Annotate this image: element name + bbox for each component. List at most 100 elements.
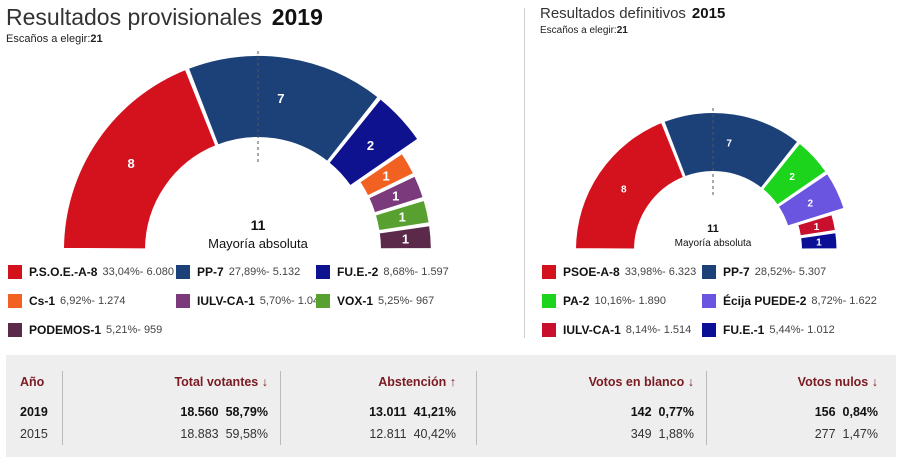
- col-separator: [706, 371, 707, 445]
- legend-item-cija-puede[interactable]: Écija PUEDE- 2 8,72%- 1.622: [702, 294, 877, 308]
- value: 142: [630, 405, 652, 419]
- header-year: Año: [20, 375, 45, 389]
- legend-seats: 1: [248, 294, 255, 308]
- value: 156: [814, 405, 836, 419]
- legend-item-psoe-a[interactable]: PSOE-A- 8 33,98%- 6.323: [542, 265, 696, 279]
- null-votes-2019: 156 0,84%: [815, 405, 878, 419]
- legend-party-name: IULV-CA-: [563, 323, 615, 337]
- legend-party-name: PODEMOS-: [29, 323, 95, 337]
- percent: 1,88%: [658, 427, 694, 441]
- seat-sector-podemos[interactable]: [377, 223, 433, 251]
- legend-stats: 5,44%- 1.012: [769, 324, 835, 336]
- legend-party-name: FU.E.-: [723, 323, 758, 337]
- seat-sector-iulv-ca[interactable]: [795, 212, 838, 238]
- percent: 58,79%: [225, 405, 268, 419]
- percent: 1,47%: [842, 427, 878, 441]
- seat-label-pp: 7: [277, 91, 284, 106]
- header-abstention[interactable]: Abstención ↑: [378, 375, 456, 389]
- legend-swatch: [8, 323, 22, 337]
- legend-item-pa[interactable]: PA- 2 10,16%- 1.890: [542, 294, 666, 308]
- value: 13.011: [369, 405, 407, 419]
- seat-label-fu-e: 2: [367, 138, 374, 153]
- value: 277: [814, 427, 836, 441]
- seat-sector-cs[interactable]: [357, 151, 416, 198]
- seat-sector-psoe-a[interactable]: [573, 120, 686, 251]
- abstention-2019: 13.011 41,21%: [369, 405, 456, 419]
- legend-item-p-s-o-e-a[interactable]: P.S.O.E.-A- 8 33,04%- 6.080: [8, 265, 174, 279]
- legend-stats: 10,16%- 1.890: [594, 295, 667, 307]
- value: 349: [630, 427, 652, 441]
- legend-party-name: Écija PUEDE-: [723, 294, 800, 308]
- legend-seats: 8: [613, 265, 620, 279]
- legend-party-name: Cs-: [29, 294, 49, 308]
- legend-party-name: PP-: [723, 265, 744, 279]
- seat-sector-pa[interactable]: [760, 141, 828, 208]
- header-null-label: Votos nulos: [797, 375, 869, 389]
- legend-swatch: [8, 294, 22, 308]
- seat-label-cs: 1: [382, 169, 389, 184]
- seat-sector-cija-puede[interactable]: [776, 171, 846, 228]
- seat-sector-fu-e[interactable]: [326, 96, 420, 188]
- legend-seats: 1: [757, 323, 765, 337]
- seat-sector-pp[interactable]: [662, 111, 800, 191]
- legend-item-podemos[interactable]: PODEMOS- 1 5,21%- 959: [8, 323, 162, 337]
- legend-item-iulv-ca[interactable]: IULV-CA- 1 8,14%- 1.514: [542, 323, 691, 337]
- total-voters-2015: 18.883 59,58%: [180, 427, 268, 441]
- legend-item-fu-e[interactable]: FU.E.- 1 5,44%- 1.012: [702, 323, 835, 337]
- row-year-2015: 2015: [20, 427, 48, 441]
- legend-stats: 5,70%- 1.049: [259, 295, 326, 307]
- legend-party-name: FU.E.-: [337, 265, 372, 279]
- legend-stats: 28,52%- 5.307: [754, 266, 827, 278]
- sort-arrow-icon: ↑: [449, 375, 456, 389]
- seats-total: 21: [90, 33, 103, 45]
- col-abstention: Abstención ↑ 13.011 41,21% 12.811 40,42%: [296, 355, 456, 457]
- value: 18.883: [180, 427, 219, 441]
- seats-to-elect: Escaños a elegir:21: [540, 25, 628, 36]
- seat-label-pp: 7: [726, 139, 732, 150]
- legend-item-iulv-ca[interactable]: IULV-CA- 1 5,70%- 1.049: [176, 294, 325, 308]
- col-blank-votes: Votos en blanco ↓ 142 0,77% 349 1,88%: [476, 355, 694, 457]
- legend-stats: 8,72%- 1.622: [811, 295, 877, 307]
- legend-item-pp[interactable]: PP- 7 28,52%- 5.307: [702, 265, 826, 279]
- header-null-votes[interactable]: Votos nulos ↓: [798, 375, 878, 389]
- legend-item-vox[interactable]: VOX- 1 5,25%- 967: [316, 294, 434, 308]
- legend-seats: 7: [217, 265, 224, 279]
- legend-stats: 5,25%- 967: [378, 295, 435, 307]
- legend-item-cs[interactable]: Cs- 1 6,92%- 1.274: [8, 294, 125, 308]
- seat-sector-iulv-ca[interactable]: [366, 174, 426, 215]
- legend-seats: 1: [48, 294, 56, 308]
- seat-label-cija-puede: 2: [808, 199, 814, 210]
- legend-stats: 6,92%- 1.274: [60, 295, 126, 307]
- header-total-voters[interactable]: Total votantes ↓: [174, 375, 268, 389]
- majority-seats: 11: [707, 223, 719, 235]
- seat-label-podemos: 1: [402, 231, 409, 246]
- percent: 41,21%: [413, 405, 456, 419]
- legend-item-pp[interactable]: PP- 7 27,89%- 5.132: [176, 265, 300, 279]
- seat-label-p-s-o-e-a: 8: [128, 156, 135, 171]
- legend-item-fu-e[interactable]: FU.E.- 2 8,68%- 1.597: [316, 265, 449, 279]
- legend-swatch: [176, 265, 190, 279]
- seats-total: 21: [616, 25, 628, 36]
- legend-party-name: P.S.O.E.-A-: [29, 265, 91, 279]
- majority-seats: 11: [251, 217, 266, 233]
- legend-seats: 8: [90, 265, 98, 279]
- seat-sector-vox[interactable]: [373, 198, 431, 233]
- col-null-votes: Votos nulos ↓ 156 0,84% 277 1,47%: [706, 355, 878, 457]
- seat-sector-pp[interactable]: [186, 54, 381, 164]
- results-panel-2019: Resultados provisionales 2019 Escaños a e…: [0, 0, 520, 345]
- seat-sector-fu-e[interactable]: [798, 231, 839, 251]
- header-total-label: Total votantes: [174, 375, 259, 389]
- legend-swatch: [702, 294, 716, 308]
- turnout-table: Año 2019 2015 Total votantes ↓ 18.560 58…: [6, 355, 896, 457]
- legend-party-name: VOX-: [337, 294, 367, 308]
- seat-sector-p-s-o-e-a[interactable]: [61, 67, 218, 251]
- legend-swatch: [542, 294, 556, 308]
- majority-label: Mayoría absoluta: [675, 238, 752, 249]
- legend-stats: 8,68%- 1.597: [383, 266, 449, 278]
- chart-title-year: 2015: [691, 5, 726, 22]
- percent: 0,77%: [658, 405, 694, 419]
- header-abst-label: Abstención: [378, 375, 447, 389]
- legend-swatch: [176, 294, 190, 308]
- legend-swatch: [316, 294, 330, 308]
- header-blank-votes[interactable]: Votos en blanco ↓: [589, 375, 694, 389]
